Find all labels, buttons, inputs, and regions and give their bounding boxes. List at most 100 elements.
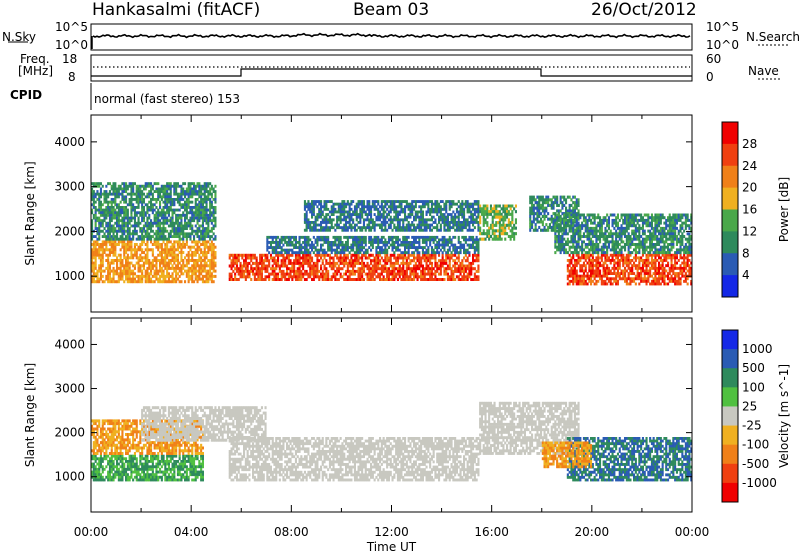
- power-cell: [328, 241, 331, 244]
- power-cell: [103, 195, 106, 199]
- power-cell: [547, 195, 550, 199]
- power-cell: [348, 226, 351, 230]
- power-cell: [189, 248, 192, 252]
- power-cell: [318, 238, 321, 242]
- power-cell: [316, 275, 319, 279]
- power-cell: [311, 210, 314, 214]
- power-cell: [357, 243, 360, 247]
- power-cell: [162, 229, 165, 233]
- power-cell: [473, 272, 476, 276]
- power-cell: [416, 253, 419, 257]
- power-cell: [126, 229, 129, 233]
- power-cell: [237, 267, 240, 271]
- power-cell: [241, 275, 244, 279]
- power-cell: [416, 215, 419, 219]
- power-cell: [107, 264, 110, 268]
- power-cell: [123, 227, 126, 230]
- power-cell: [407, 215, 410, 219]
- power-cell: [473, 226, 476, 230]
- power-cell: [316, 267, 319, 271]
- power-cell: [194, 190, 197, 193]
- power-cell: [446, 267, 449, 271]
- power-cell: [99, 208, 102, 212]
- power-cell: [568, 282, 571, 286]
- power-cell: [377, 202, 380, 206]
- power-cell: [305, 248, 308, 252]
- power-cell: [253, 275, 256, 279]
- power-cell: [112, 216, 115, 220]
- power-cell: [268, 275, 271, 279]
- power-cell: [144, 274, 147, 278]
- power-cell: [346, 275, 349, 279]
- power-cell: [472, 241, 475, 244]
- power-cell: [103, 232, 106, 236]
- power-cell: [529, 209, 532, 213]
- power-cell: [473, 200, 476, 203]
- power-cell: [470, 243, 473, 247]
- power-cell: [443, 272, 446, 276]
- power-cell: [425, 241, 428, 244]
- power-cell: [393, 272, 396, 276]
- power-cell: [141, 237, 144, 241]
- power-cell: [316, 235, 319, 239]
- power-cell: [92, 182, 95, 186]
- power-cell: [311, 267, 314, 271]
- power-cell: [146, 232, 149, 236]
- power-cell: [413, 228, 416, 232]
- power-cell: [345, 215, 348, 219]
- power-cell: [135, 192, 138, 196]
- power-cell: [212, 187, 215, 191]
- power-cell: [196, 221, 199, 225]
- power-cell: [579, 269, 582, 273]
- power-cell: [92, 248, 95, 252]
- power-cell: [398, 267, 401, 271]
- power-cell: [91, 235, 94, 238]
- power-cell: [180, 206, 183, 209]
- power-cell: [114, 229, 117, 233]
- power-cell: [389, 221, 392, 224]
- power-cell: [141, 208, 144, 212]
- power-cell: [445, 228, 448, 232]
- power-cell: [357, 200, 360, 203]
- power-cell: [175, 248, 178, 252]
- power-cell: [432, 256, 435, 260]
- power-cell: [182, 203, 185, 207]
- power-cell: [336, 251, 339, 255]
- power-cell: [162, 272, 165, 276]
- power-cell: [173, 277, 176, 281]
- power-cell: [413, 218, 416, 222]
- power-cell: [262, 259, 265, 263]
- power-cell: [600, 256, 603, 260]
- power-cell: [486, 210, 489, 214]
- power-cell: [529, 198, 532, 202]
- power-cell: [389, 215, 392, 219]
- power-cell: [416, 200, 419, 203]
- power-cell: [273, 272, 276, 276]
- power-cell: [550, 217, 553, 221]
- power-cell: [459, 272, 462, 276]
- power-cell: [125, 195, 128, 199]
- power-cell: [311, 259, 314, 263]
- power-cell: [112, 240, 115, 244]
- power-cell: [230, 275, 233, 279]
- power-cell: [441, 261, 444, 265]
- power-cell: [155, 200, 158, 204]
- power-cell: [425, 256, 428, 260]
- power-cell: [590, 253, 593, 257]
- power-cell: [173, 227, 176, 230]
- power-cell: [305, 202, 308, 206]
- power-cell: [160, 243, 163, 246]
- power-cell: [252, 261, 255, 265]
- power-cell: [429, 269, 432, 273]
- power-cell: [432, 267, 435, 271]
- power-cell: [167, 213, 170, 217]
- power-cell: [570, 209, 573, 213]
- power-cell: [153, 274, 156, 278]
- power-cell: [184, 232, 187, 236]
- power-cell: [366, 215, 369, 219]
- power-cell: [246, 275, 249, 279]
- power-cell: [350, 226, 353, 230]
- power-cell: [112, 259, 115, 262]
- power-cell: [398, 226, 401, 230]
- power-cell: [91, 221, 94, 225]
